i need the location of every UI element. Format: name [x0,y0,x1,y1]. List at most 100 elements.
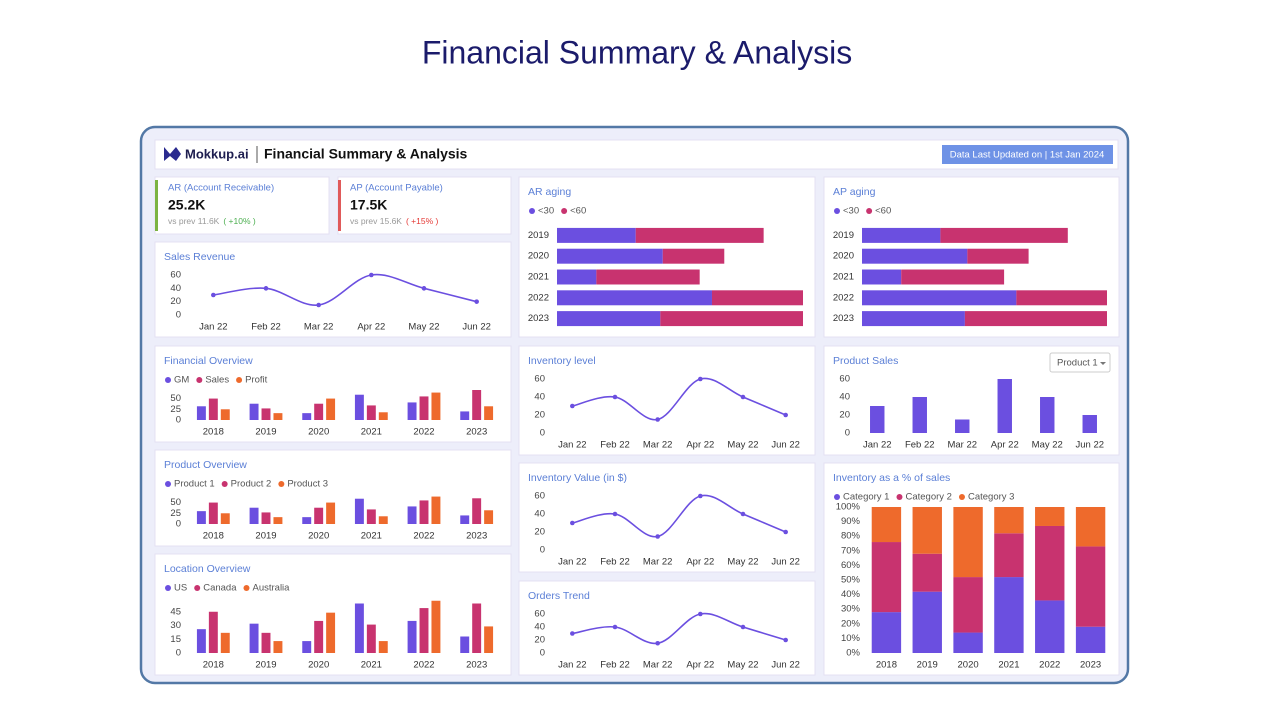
bar [273,517,283,524]
legend-marker [165,377,171,383]
line-point [570,631,575,636]
kpi-card [337,176,512,235]
y-tick-label: 100% [836,502,861,513]
bar [870,406,885,433]
bar [419,500,429,524]
bar [997,379,1012,433]
bar [273,413,283,420]
chart-title: Orders Trend [528,590,590,602]
x-tick-label: Jan 22 [199,322,228,333]
dashboard-title: Financial Summary & Analysis [264,146,468,162]
logo-icon [164,147,181,161]
line-point [316,302,321,308]
updated-badge [942,145,1113,164]
chart-panel [154,449,512,547]
y-tick-label: 60 [534,374,545,385]
bar [366,405,376,420]
legend-label: Sales [205,375,229,386]
bar [431,496,441,524]
bar [955,419,970,433]
bar-segment [557,269,597,285]
y-tick-label: 50% [841,575,861,586]
line [572,612,786,645]
legend-label: Product 3 [287,479,328,490]
x-tick-label: 2021 [361,660,382,671]
chart-title: AP aging [833,186,876,198]
filter-dropdown[interactable] [1049,352,1111,373]
bar-segment [953,632,983,653]
line-point [612,511,618,517]
chart-title: Inventory level [528,355,596,367]
bar [419,608,429,653]
x-tick-label: 2022 [413,531,434,542]
legend-marker [165,481,171,487]
bar-segment [1035,525,1065,601]
bar [378,641,388,653]
bar-segment [912,507,942,554]
line-point [783,637,788,643]
y-category-label: 2019 [833,230,854,241]
bar [249,507,259,524]
y-tick-label: 0 [176,519,181,530]
y-tick-label: 0 [176,415,181,426]
y-tick-label: 45 [170,606,181,617]
x-tick-label: Feb 22 [251,322,281,333]
bar-segment [901,269,1005,285]
bar [326,612,336,653]
line-point [263,286,269,291]
bar [354,394,364,420]
bar [407,620,417,653]
bar [484,406,494,420]
kpi-change: ( +15% ) [406,216,439,226]
bar-segment [1075,546,1106,627]
bar-segment [994,577,1024,653]
legend-label: <60 [570,206,586,217]
x-tick-label: 2023 [466,427,487,438]
bar-segment [871,542,902,613]
line [572,377,786,421]
x-tick-label: Apr 22 [991,440,1019,451]
line-point [740,394,746,400]
chart-title: Financial Overview [164,355,253,367]
chart-title: Product Overview [164,459,247,471]
bar-segment [557,290,712,306]
line-point [655,417,660,422]
x-tick-label: Jun 22 [1075,440,1104,451]
kpi-value: 25.2K [168,197,205,213]
x-tick-label: 2020 [308,531,329,542]
x-tick-label: 2019 [255,427,276,438]
legend-label: Product 2 [231,479,272,490]
bar [407,402,417,420]
legend-label: <30 [538,206,554,217]
x-tick-label: 2019 [255,531,276,542]
y-tick-label: 60 [534,609,545,620]
line-point [211,292,216,298]
legend-marker [278,481,285,487]
x-tick-label: Apr 22 [686,557,714,568]
y-tick-label: 25 [170,404,181,415]
bar [460,411,470,420]
bar [249,403,259,420]
x-tick-label: Jun 22 [462,322,491,333]
bar [1082,415,1097,433]
legend-label: GM [174,375,189,386]
bar [354,603,364,653]
y-tick-label: 60 [534,491,545,502]
y-tick-label: 30% [841,604,861,615]
bar [261,408,271,420]
kpi-label: AR (Account Receivable) [168,183,274,194]
kpi-accent [338,180,341,231]
line [572,494,786,538]
y-category-label: 2022 [833,292,854,303]
y-tick-label: 70% [841,545,861,556]
chart-panel [518,462,816,573]
kpi-change: ( +10% ) [223,216,256,226]
legend-marker [221,481,228,487]
bar [220,409,230,420]
x-tick-label: 2023 [1080,660,1101,671]
bar-segment [994,533,1024,578]
bar [472,390,482,420]
y-category-label: 2022 [528,292,549,303]
bar [196,511,206,524]
legend-label: Canada [203,583,237,594]
